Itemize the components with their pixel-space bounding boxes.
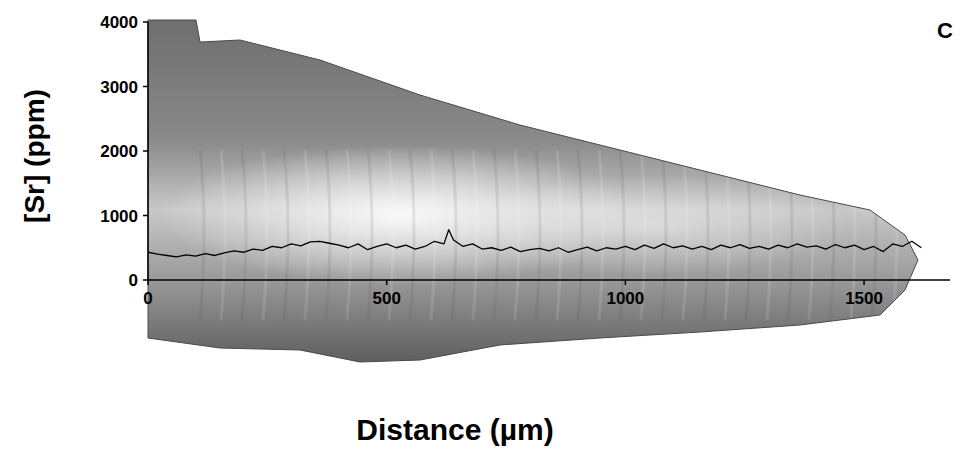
growth-band: [347, 150, 351, 320]
otolith-image: [148, 20, 928, 365]
y-tick: [143, 215, 148, 217]
chart-svg: 0 1000 2000 3000 4000 0 500 1000 1500 [Sr] (ppm) D…: [0, 0, 965, 455]
growth-band: [473, 150, 477, 320]
x-tick-label: 1500: [845, 289, 883, 308]
y-tick: [143, 21, 148, 23]
growth-band: [431, 150, 435, 320]
y-tick-label: 3000: [100, 78, 138, 97]
x-tick: [386, 280, 388, 285]
x-axis: [148, 279, 950, 281]
otolith-outline: [148, 20, 918, 362]
x-axis-title: Distance (µm): [356, 413, 553, 446]
y-tick: [143, 86, 148, 88]
panel-label: C: [937, 18, 953, 43]
x-tick: [147, 280, 149, 285]
growth-band: [494, 150, 498, 320]
otolith-body: [148, 20, 928, 365]
growth-band: [263, 150, 267, 320]
growth-band: [242, 150, 246, 320]
growth-band: [746, 150, 750, 320]
growth-band: [725, 150, 729, 320]
growth-band: [305, 150, 309, 320]
growth-band: [662, 150, 666, 320]
growth-band: [410, 150, 414, 320]
growth-band: [704, 150, 708, 320]
chart-container: 0 1000 2000 3000 4000 0 500 1000 1500 [Sr] (ppm) D…: [0, 0, 965, 455]
y-tick: [143, 150, 148, 152]
x-tick: [625, 280, 627, 285]
plot-area: [148, 230, 921, 257]
otolith-glow: [450, 175, 850, 275]
growth-band: [893, 150, 897, 320]
sr-line: [148, 230, 921, 257]
growth-band: [284, 150, 288, 320]
y-axis-title: [Sr] (ppm): [19, 89, 50, 223]
x-tick-label: 0: [143, 289, 152, 308]
x-tick-label: 1000: [606, 289, 644, 308]
growth-band: [515, 150, 519, 320]
growth-band: [809, 150, 813, 320]
growth-band: [368, 150, 372, 320]
growth-band: [536, 150, 540, 320]
growth-band: [767, 150, 771, 320]
y-tick-label: 0: [129, 271, 138, 290]
y-tick-label: 2000: [100, 142, 138, 161]
x-tick: [863, 280, 865, 285]
y-tick-label: 1000: [100, 207, 138, 226]
growth-band: [326, 150, 330, 320]
growth-band: [788, 150, 792, 320]
y-tick-label: 4000: [100, 13, 138, 32]
growth-band: [830, 150, 834, 320]
growth-band: [578, 150, 582, 320]
growth-band: [221, 150, 225, 320]
growth-band: [557, 150, 561, 320]
x-tick-label: 500: [373, 289, 401, 308]
growth-band: [683, 150, 687, 320]
growth-band: [452, 150, 456, 320]
growth-band: [599, 150, 603, 320]
growth-band: [200, 150, 204, 320]
